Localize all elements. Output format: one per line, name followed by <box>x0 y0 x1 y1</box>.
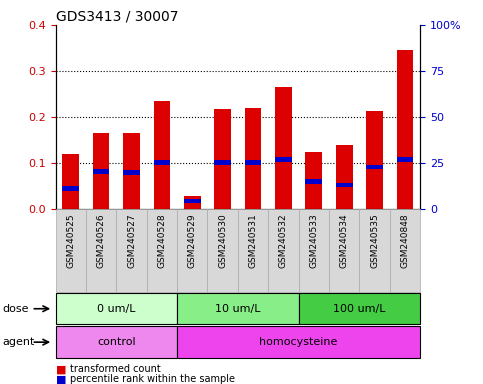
Bar <box>214 160 231 165</box>
Bar <box>62 186 79 191</box>
Bar <box>93 133 110 209</box>
Bar <box>62 154 79 209</box>
Bar <box>116 209 147 292</box>
Bar <box>336 145 353 209</box>
Bar <box>214 109 231 209</box>
Text: GSM240535: GSM240535 <box>370 214 379 268</box>
Text: GSM240525: GSM240525 <box>66 214 75 268</box>
Bar <box>177 293 298 324</box>
Bar <box>359 209 390 292</box>
Bar <box>329 209 359 292</box>
Bar <box>56 209 86 292</box>
Text: ■: ■ <box>56 374 66 384</box>
Bar <box>336 182 353 187</box>
Text: transformed count: transformed count <box>70 364 161 374</box>
Text: GSM240533: GSM240533 <box>309 214 318 268</box>
Text: GSM240528: GSM240528 <box>157 214 167 268</box>
Bar <box>397 50 413 209</box>
Bar <box>154 160 170 165</box>
Text: 0 um/L: 0 um/L <box>97 304 136 314</box>
Text: GDS3413 / 30007: GDS3413 / 30007 <box>56 10 178 24</box>
Text: 100 um/L: 100 um/L <box>333 304 386 314</box>
Bar <box>397 157 413 162</box>
Bar <box>366 111 383 209</box>
Text: GSM240529: GSM240529 <box>188 214 197 268</box>
Text: GSM240532: GSM240532 <box>279 214 288 268</box>
Text: GSM240530: GSM240530 <box>218 214 227 268</box>
Bar <box>305 152 322 209</box>
Bar <box>390 209 420 292</box>
Bar <box>147 209 177 292</box>
Text: dose: dose <box>2 304 29 314</box>
Bar <box>238 209 268 292</box>
Bar <box>86 209 116 292</box>
Bar <box>275 157 292 162</box>
Text: 10 um/L: 10 um/L <box>215 304 261 314</box>
Text: GSM240527: GSM240527 <box>127 214 136 268</box>
Text: GSM240534: GSM240534 <box>340 214 349 268</box>
Bar <box>56 326 177 358</box>
Bar <box>268 209 298 292</box>
Text: agent: agent <box>2 337 35 347</box>
Bar <box>123 170 140 175</box>
Bar <box>184 196 200 209</box>
Text: homocysteine: homocysteine <box>259 337 338 347</box>
Bar <box>177 326 420 358</box>
Bar <box>245 108 261 209</box>
Bar <box>305 179 322 184</box>
Bar <box>275 87 292 209</box>
Bar <box>366 165 383 169</box>
Text: GSM240848: GSM240848 <box>400 214 410 268</box>
Bar <box>298 293 420 324</box>
Text: GSM240526: GSM240526 <box>97 214 106 268</box>
Text: GSM240531: GSM240531 <box>249 214 257 268</box>
Bar <box>93 169 110 174</box>
Text: control: control <box>97 337 136 347</box>
Bar <box>298 209 329 292</box>
Text: ■: ■ <box>56 364 66 374</box>
Bar <box>177 209 208 292</box>
Bar <box>184 199 200 203</box>
Bar <box>208 209 238 292</box>
Text: percentile rank within the sample: percentile rank within the sample <box>70 374 235 384</box>
Bar <box>245 161 261 165</box>
Bar <box>123 133 140 209</box>
Bar <box>154 101 170 209</box>
Bar <box>56 293 177 324</box>
